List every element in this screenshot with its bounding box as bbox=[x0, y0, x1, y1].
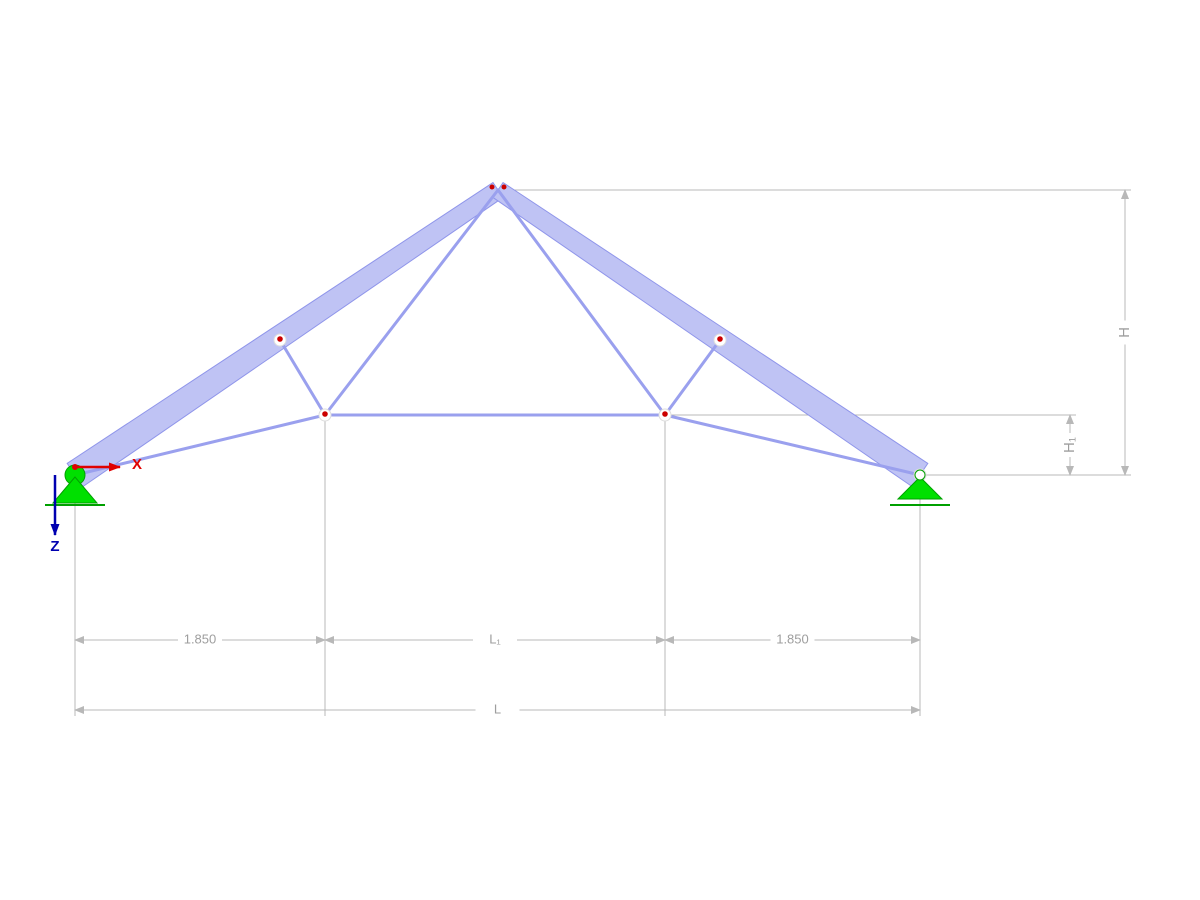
node-E-pin bbox=[662, 411, 668, 417]
axis-z-label: Z bbox=[50, 538, 59, 555]
node-D-pin bbox=[322, 411, 328, 417]
node-C-pin bbox=[502, 185, 507, 190]
dim-seg-2-label: 1.850 bbox=[776, 631, 809, 646]
dim-H-label: H bbox=[1116, 327, 1133, 338]
truss-diagram: 1.850 L₁ 1.850 L H H₁ X Z bbox=[0, 0, 1200, 900]
node-C-pin bbox=[490, 185, 495, 190]
dim-overall-label: L bbox=[494, 701, 501, 716]
rafter-left bbox=[67, 183, 503, 487]
dim-H1-label: H₁ bbox=[1061, 437, 1078, 453]
node-G-pin bbox=[717, 336, 723, 342]
web-right-short bbox=[665, 340, 720, 415]
axis-x-label: X bbox=[132, 456, 142, 473]
web-right-long bbox=[498, 190, 665, 415]
dim-seg-1-label: L₁ bbox=[489, 631, 501, 646]
axis-origin-dot bbox=[72, 464, 78, 470]
web-left-short bbox=[280, 340, 325, 415]
rafter-right bbox=[493, 183, 928, 487]
dim-seg-0-label: 1.850 bbox=[184, 631, 217, 646]
node-F-pin bbox=[277, 336, 283, 342]
